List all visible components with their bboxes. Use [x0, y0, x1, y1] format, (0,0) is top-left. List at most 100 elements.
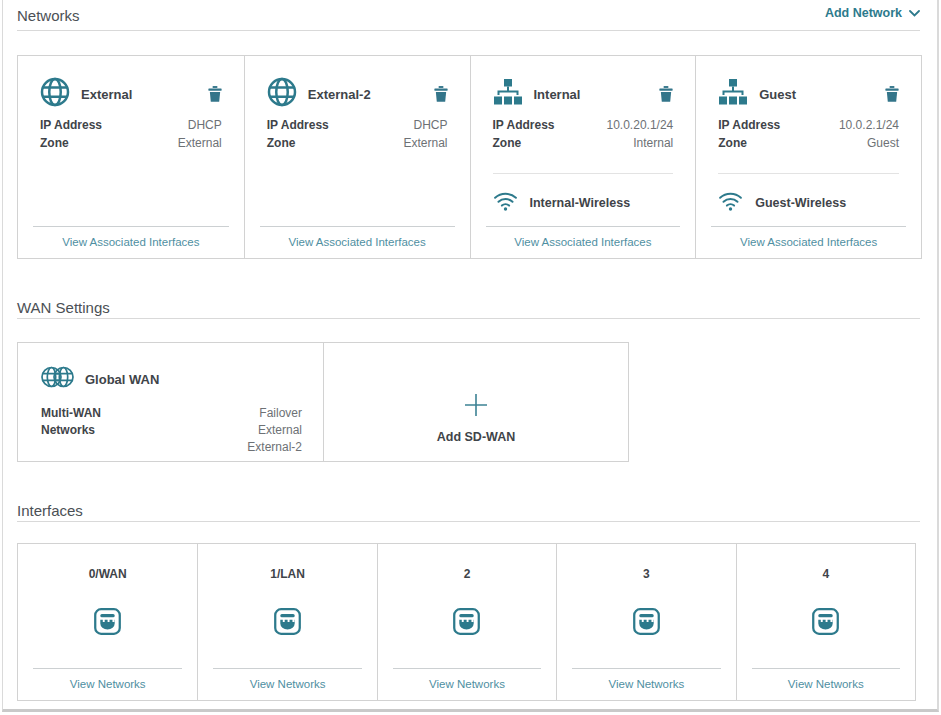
- ip-address-row: IP Address 10.0.2.1/24: [718, 116, 899, 134]
- view-networks-link[interactable]: View Networks: [400, 669, 534, 700]
- globe-icon: [40, 77, 70, 111]
- delete-network-icon[interactable]: [208, 86, 222, 102]
- wireless-row: Internal-Wireless: [493, 193, 674, 213]
- network-tree-icon: [493, 79, 523, 110]
- global-wan-card: Global WAN Multi-WAN Failover Networks E…: [18, 343, 323, 461]
- ip-address-label: IP Address: [718, 116, 780, 134]
- wireless-divider: [718, 173, 899, 174]
- zone-row: Zone Internal: [493, 134, 674, 152]
- wan-settings-title: WAN Settings: [17, 298, 920, 318]
- multiwan-value: Failover: [259, 405, 302, 422]
- wifi-icon: [718, 191, 743, 215]
- wifi-icon: [493, 191, 518, 215]
- network-card-guest: Guest IP Address 10.0.2.1/24 Zone Guest: [695, 56, 921, 258]
- wan-networks-row: Networks External: [41, 422, 302, 439]
- interface-name: 4: [822, 568, 829, 581]
- wireless-name: Guest-Wireless: [755, 196, 846, 210]
- zone-row: Zone Guest: [718, 134, 899, 152]
- wireless-row: Guest-Wireless: [718, 193, 899, 213]
- ip-address-label: IP Address: [267, 116, 329, 134]
- ip-address-row: IP Address DHCP: [40, 116, 222, 134]
- ethernet-port-icon: [812, 608, 839, 635]
- zone-value: Internal: [633, 134, 673, 152]
- ip-address-value: DHCP: [188, 116, 222, 134]
- zone-value: External: [403, 134, 447, 152]
- ip-address-value: 10.0.2.1/24: [839, 116, 899, 134]
- ip-address-value: 10.0.20.1/24: [607, 116, 674, 134]
- double-globe-icon: [41, 366, 74, 392]
- zone-row: Zone External: [40, 134, 222, 152]
- delete-network-icon[interactable]: [885, 86, 899, 102]
- ip-address-row: IP Address 10.0.20.1/24: [493, 116, 674, 134]
- multiwan-row: Multi-WAN Failover: [41, 405, 302, 422]
- ip-address-value: DHCP: [413, 116, 447, 134]
- view-networks-link[interactable]: View Networks: [759, 669, 893, 700]
- ethernet-port-icon: [453, 608, 480, 635]
- network-name: External: [81, 87, 132, 102]
- network-card-internal: Internal IP Address 10.0.20.1/24 Zone In…: [470, 56, 696, 258]
- ethernet-port-icon: [94, 608, 121, 635]
- network-card-external: External IP Address DHCP Zone External V…: [18, 56, 244, 258]
- chevron-down-icon: [909, 10, 920, 17]
- ethernet-port-icon: [274, 608, 301, 635]
- wan-network-value: External-2: [247, 439, 302, 456]
- interface-card-0-wan: 0/WAN View Networks: [18, 544, 197, 700]
- globe-icon: [267, 77, 297, 111]
- view-associated-interfaces-link[interactable]: View Associated Interfaces: [493, 227, 674, 258]
- view-networks-link[interactable]: View Networks: [579, 669, 713, 700]
- view-associated-interfaces-link[interactable]: View Associated Interfaces: [718, 227, 899, 258]
- network-card-external-2: External-2 IP Address DHCP Zone External…: [244, 56, 470, 258]
- add-network-button[interactable]: Add Network: [825, 6, 920, 20]
- view-associated-interfaces-link[interactable]: View Associated Interfaces: [40, 227, 222, 258]
- interface-name: 1/LAN: [270, 568, 305, 581]
- plus-icon: [463, 392, 489, 418]
- network-settings-page: Networks Add Network External IP Address…: [2, 0, 939, 712]
- ip-address-label: IP Address: [40, 116, 102, 134]
- interfaces-divider: [17, 521, 920, 522]
- add-sdwan-label: Add SD-WAN: [437, 430, 515, 444]
- networks-section-header: Networks Add Network: [17, 6, 920, 26]
- interfaces-card-grid: 0/WAN View Networks 1/LAN View Networks …: [17, 543, 916, 701]
- interface-card-2: 2 View Networks: [377, 544, 556, 700]
- networks-card-grid: External IP Address DHCP Zone External V…: [17, 55, 922, 259]
- delete-network-icon[interactable]: [434, 86, 448, 102]
- zone-label: Zone: [267, 134, 296, 152]
- ip-address-row: IP Address DHCP: [267, 116, 448, 134]
- network-tree-icon: [718, 79, 748, 110]
- zone-label: Zone: [40, 134, 69, 152]
- network-name: External-2: [308, 87, 371, 102]
- interface-name: 0/WAN: [89, 568, 127, 581]
- interface-name: 2: [464, 568, 471, 581]
- network-name: Guest: [759, 87, 796, 102]
- zone-label: Zone: [493, 134, 522, 152]
- zone-label: Zone: [718, 134, 747, 152]
- wan-networks-label: Networks: [41, 422, 95, 439]
- wireless-name: Internal-Wireless: [530, 196, 631, 210]
- wan-settings-grid: Global WAN Multi-WAN Failover Networks E…: [17, 342, 629, 462]
- add-network-label: Add Network: [825, 6, 902, 20]
- ethernet-port-icon: [633, 608, 660, 635]
- global-wan-name: Global WAN: [85, 372, 159, 387]
- multiwan-label: Multi-WAN: [41, 405, 101, 422]
- view-networks-link[interactable]: View Networks: [220, 669, 354, 700]
- interface-card-1-lan: 1/LAN View Networks: [197, 544, 376, 700]
- add-sdwan-button[interactable]: Add SD-WAN: [323, 343, 628, 461]
- zone-value: Guest: [867, 134, 899, 152]
- ip-address-label: IP Address: [493, 116, 555, 134]
- wan-network-value: External: [258, 422, 302, 439]
- networks-title: Networks: [17, 6, 80, 26]
- interface-card-4: 4 View Networks: [736, 544, 915, 700]
- zone-row: Zone External: [267, 134, 448, 152]
- interface-card-3: 3 View Networks: [556, 544, 735, 700]
- view-associated-interfaces-link[interactable]: View Associated Interfaces: [267, 227, 448, 258]
- network-name: Internal: [534, 87, 581, 102]
- zone-value: External: [178, 134, 222, 152]
- interfaces-title: Interfaces: [17, 501, 920, 521]
- view-networks-link[interactable]: View Networks: [40, 669, 175, 700]
- delete-network-icon[interactable]: [659, 86, 673, 102]
- networks-divider: [17, 30, 920, 31]
- wireless-divider: [493, 173, 674, 174]
- interface-name: 3: [643, 568, 650, 581]
- wan-networks-row-2: External-2: [41, 439, 302, 456]
- wan-settings-divider: [17, 318, 920, 319]
